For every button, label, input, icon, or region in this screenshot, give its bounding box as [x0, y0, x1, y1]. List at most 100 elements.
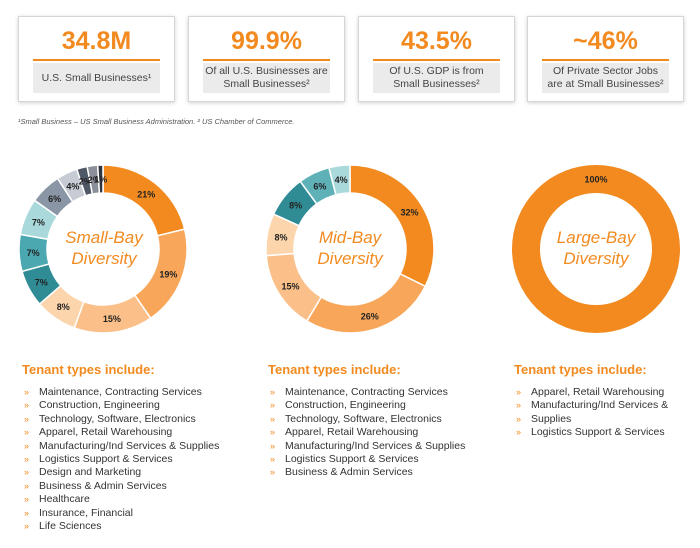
- tenant-item-label: Apparel, Retail Warehousing: [39, 426, 173, 439]
- stat-label-line: Of all U.S. Businesses are: [205, 65, 328, 77]
- tenant-item: » Manufacturing/Ind Services & Supplies: [268, 440, 498, 453]
- tenant-item-label: Design and Marketing: [39, 466, 142, 479]
- bullet-icon: »: [270, 454, 276, 465]
- tenant-item-label: Maintenance, Contracting Services: [285, 386, 448, 398]
- bullet-icon: »: [270, 400, 276, 411]
- donut-center-label-large-bay: Large-Bay Diversity: [536, 227, 656, 269]
- center-label-line: Small-Bay: [65, 228, 143, 247]
- stat-label: Of all U.S. Businesses are Small Busines…: [203, 63, 330, 93]
- tenant-items: » Maintenance, Contracting Services » Const…: [22, 386, 252, 533]
- tenant-item-label: Technology, Software, Electronics: [285, 412, 442, 425]
- donut-slice-label: 2%: [79, 177, 92, 187]
- donut-slice-label: 100%: [584, 175, 607, 185]
- tenant-heading: Tenant types include:: [22, 362, 155, 377]
- tenant-item-label: Insurance, Financial: [39, 506, 133, 519]
- donut-center-label-small-bay: Small-Bay Diversity: [44, 227, 164, 269]
- tenant-item-label: Manufacturing/Ind Services &: [531, 399, 669, 412]
- bullet-icon: »: [270, 440, 276, 451]
- tenant-item: » Insurance, Financial: [22, 507, 252, 520]
- donut-slice-label: 15%: [282, 281, 300, 291]
- bullet-icon: »: [270, 467, 276, 478]
- stat-card-private-jobs: ~46% Of Private Sector Jobs are at Small…: [527, 16, 684, 102]
- donut-slice-label: 6%: [313, 181, 326, 191]
- bullet-icon: »: [24, 494, 30, 505]
- donut-slice: [327, 164, 351, 196]
- center-label-line: Large-Bay: [556, 228, 636, 247]
- tenant-list-small-bay: Tenant types include: » Maintenance, Cont…: [22, 362, 252, 533]
- tenant-item: » Construction, Engineering: [268, 399, 498, 412]
- bullet-icon: »: [516, 427, 522, 438]
- tenant-item: » Life Sciences: [22, 520, 252, 533]
- bullet-icon: »: [270, 387, 276, 397]
- bullet-icon: »: [24, 387, 30, 397]
- stat-label: Of Private Sector Jobs are at Small Busi…: [542, 63, 669, 93]
- donut-slice-label: 8%: [57, 302, 70, 312]
- tenant-item: » Logistics Support & Services: [22, 453, 252, 466]
- bullet-icon: »: [270, 413, 276, 424]
- tenant-item: » Business & Admin Services: [22, 480, 252, 493]
- tenant-item-label: Construction, Engineering: [285, 399, 406, 412]
- tenant-item: » Apparel, Retail Warehousing: [514, 386, 700, 399]
- tenant-item: » Healthcare: [22, 493, 252, 506]
- donut-slice-label: 7%: [35, 278, 48, 288]
- tenant-item-label: Life Sciences: [39, 520, 102, 533]
- tenant-item: » Manufacturing/Ind Services & Supplies: [22, 440, 252, 453]
- bullet-icon: »: [24, 440, 30, 451]
- tenant-item: » Logistics Support & Services: [514, 426, 700, 439]
- donut-slice: [305, 272, 427, 334]
- center-label-line: Diversity: [71, 249, 137, 268]
- donut-small-bay: 21%19%15%8%7%7%7%6%4% 2%2%1%: [18, 164, 188, 334]
- tenant-item-label: Maintenance, Contracting Services: [39, 386, 202, 398]
- bullet-icon: »: [270, 427, 276, 438]
- stat-value: ~46%: [542, 23, 669, 61]
- tenant-item: » Business & Admin Services: [268, 466, 498, 479]
- tenant-item-label: Logistics Support & Services: [39, 453, 173, 466]
- stat-label: U.S. Small Businesses¹: [33, 63, 160, 93]
- donut-mid-bay: 32% 26% 15% 8% 8% 6% 4%: [265, 164, 435, 334]
- bullet-icon: »: [516, 400, 522, 411]
- tenant-item-label: Technology, Software, Electronics: [39, 412, 196, 425]
- stat-card-gdp: 43.5% Of U.S. GDP is from Small Business…: [358, 16, 515, 102]
- tenant-item: » Manufacturing/Ind Services &: [514, 399, 700, 412]
- center-label-line: Diversity: [563, 249, 629, 268]
- footnote: ¹Small Business – US Small Business Admi…: [18, 117, 295, 126]
- stat-label-line: U.S. Small Businesses¹: [41, 71, 152, 84]
- donut-slice-label: 8%: [289, 200, 302, 210]
- tenant-item: » Design and Marketing: [22, 466, 252, 479]
- bullet-icon: »: [24, 427, 30, 438]
- donut-slice-label: 4%: [335, 175, 348, 185]
- bullet-icon: »: [24, 521, 30, 532]
- donut-slice-label: 2%: [88, 175, 101, 185]
- donut-center-label-mid-bay: Mid-Bay Diversity: [290, 227, 410, 269]
- tenant-heading: Tenant types include:: [514, 362, 647, 377]
- tenant-item: » Construction, Engineering: [22, 399, 252, 412]
- tenant-list-large-bay: Tenant types include: » Apparel, Retail W…: [514, 362, 700, 440]
- stat-label-line: Small Businesses²: [223, 78, 310, 90]
- center-label-line: Diversity: [317, 249, 383, 268]
- donut-slice: [512, 165, 680, 333]
- tenant-item-label: Apparel, Retail Warehousing: [285, 426, 419, 439]
- tenant-item-label: Business & Admin Services: [39, 479, 167, 492]
- bullet-icon: »: [24, 507, 30, 518]
- tenant-item: » Maintenance, Contracting Services: [268, 386, 498, 399]
- tenant-list-mid-bay: Tenant types include: » Maintenance, Cont…: [268, 362, 498, 480]
- tenant-item: » Logistics Support & Services: [268, 453, 498, 466]
- tenant-item: » Supplies: [514, 413, 700, 426]
- stat-value: 34.8M: [33, 23, 160, 61]
- donut-large-bay: 100%: [512, 165, 680, 333]
- stat-card-share-of-businesses: 99.9% Of all U.S. Businesses are Small B…: [188, 16, 345, 102]
- bullet-icon: »: [516, 387, 522, 397]
- donut-slice-label: 26%: [361, 312, 379, 322]
- donut-slice-label: 7%: [32, 217, 45, 227]
- tenant-items: » Maintenance, Contracting Services » Const…: [268, 386, 498, 480]
- tenant-item: » Apparel, Retail Warehousing: [22, 426, 252, 439]
- donut-slice-label: 21%: [137, 189, 155, 199]
- stat-card-small-businesses: 34.8M U.S. Small Businesses¹: [18, 16, 175, 102]
- stat-label: Of U.S. GDP is from Small Businesses²: [373, 63, 500, 93]
- tenant-item: » Apparel, Retail Warehousing: [268, 426, 498, 439]
- tenant-item: » Maintenance, Contracting Services: [22, 386, 252, 399]
- donut-slice: [96, 164, 104, 194]
- stat-value: 99.9%: [203, 23, 330, 61]
- stat-label-line: Of U.S. GDP is from: [389, 65, 484, 77]
